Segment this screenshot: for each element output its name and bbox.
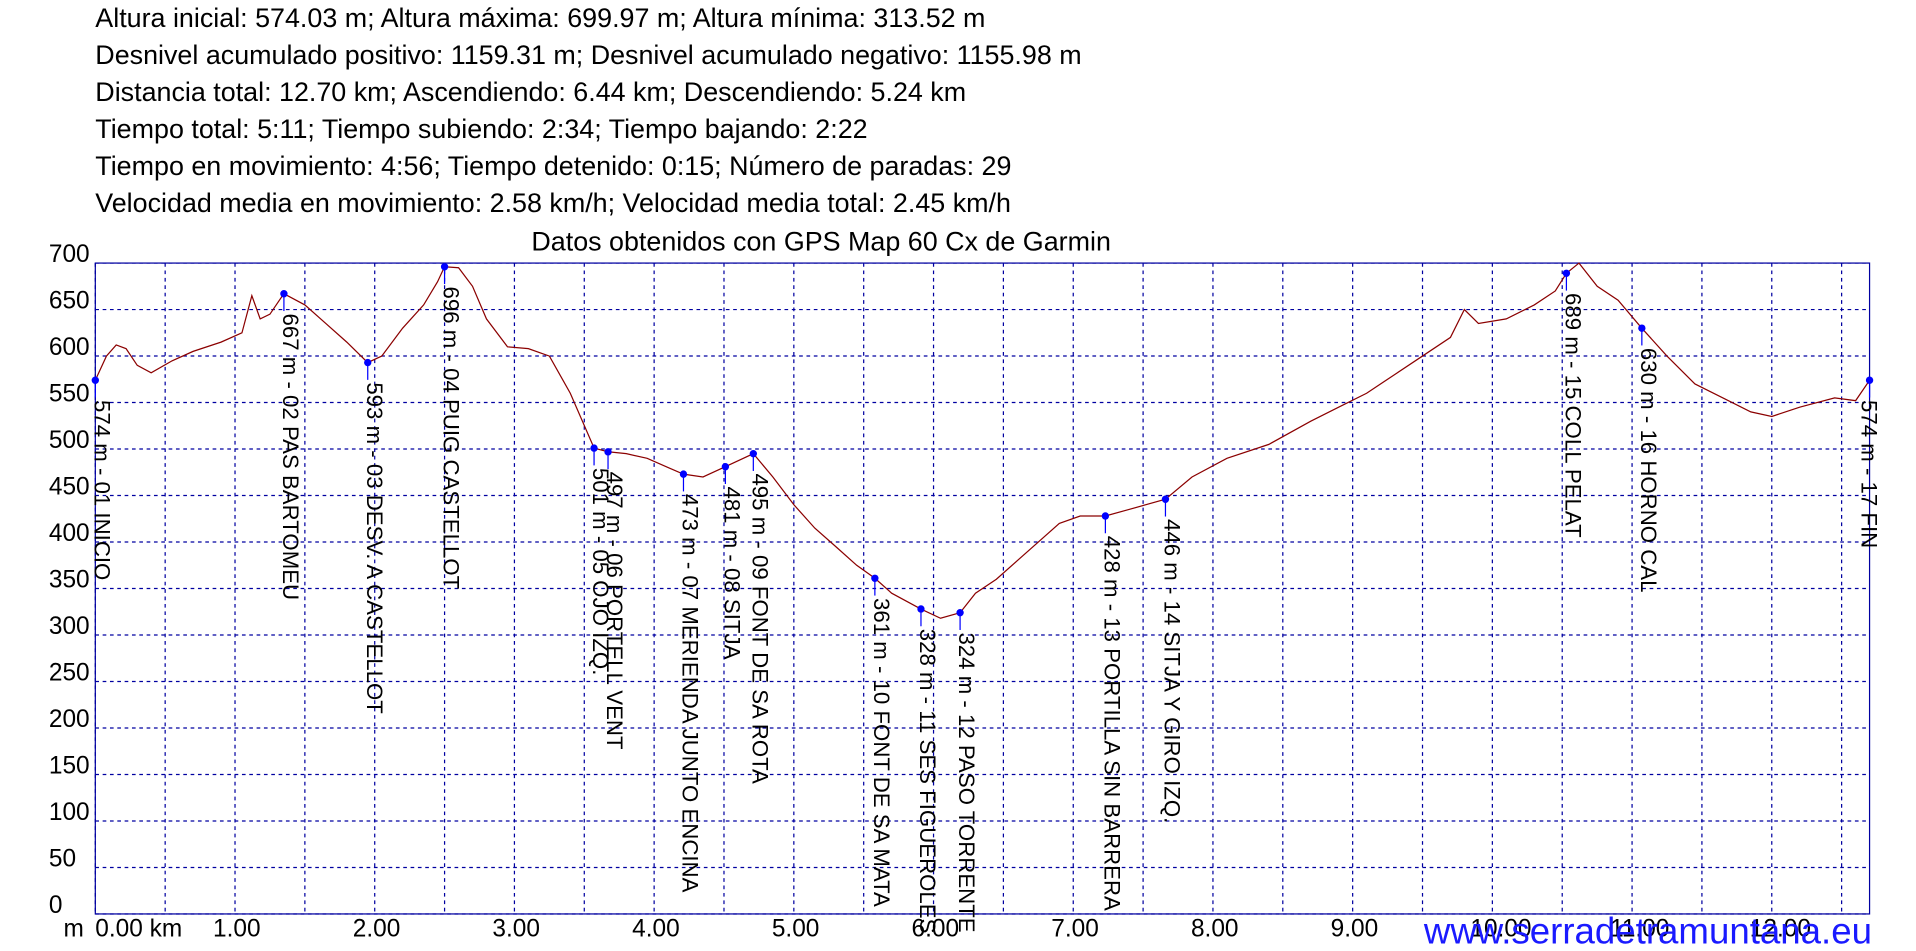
y-tick-label: 150 <box>49 752 90 779</box>
waypoint-label: 501 m - 05 OJO IZQ. <box>588 468 613 676</box>
x-tick-label: 7.00 <box>1051 915 1099 942</box>
waypoint-label: 324 m - 12 PASO TORRENTE <box>954 632 979 932</box>
x-tick-label: 5.00 <box>772 915 820 942</box>
waypoint <box>749 449 757 458</box>
waypoint <box>917 605 925 613</box>
x-tick-label: 2.00 <box>353 915 401 942</box>
x-tick-label: 4.00 <box>632 915 680 942</box>
waypoint <box>679 470 688 478</box>
waypoint <box>1161 495 1170 503</box>
y-tick-label: 250 <box>49 659 90 686</box>
x-tick-label: 1.00 <box>213 915 261 942</box>
waypoint <box>956 608 964 617</box>
y-tick-label: 100 <box>49 799 90 826</box>
waypoint-label: 574 m - 17 FIN <box>1856 400 1881 548</box>
waypoint <box>590 444 598 452</box>
waypoint-label: 481 m - 08 SITJA <box>719 486 744 659</box>
waypoint-label: 689 m - 15 COLL PELAT <box>1561 293 1586 538</box>
y-tick-label: 350 <box>49 567 90 594</box>
info-line: Distancia total: 12.70 km; Ascendiendo: … <box>95 77 966 107</box>
waypoint-label: 495 m - 09 FONT DE SA ROTA <box>747 473 772 784</box>
info-line: Tiempo total: 5:11; Tiempo subiendo: 2:3… <box>95 114 867 144</box>
x-tick-label: 10.00 <box>1470 915 1531 942</box>
waypoint-label: 667 m - 02 PAS BARTOMEU <box>278 314 303 601</box>
info-line: Altura inicial: 574.03 m; Altura máxima:… <box>95 3 985 33</box>
y-tick-label: 50 <box>49 845 76 872</box>
waypoint-label: 328 m - 11 SES FIGUEROLES <box>915 629 940 934</box>
x-tick-label: 8.00 <box>1191 915 1239 942</box>
waypoint-label: 574 m - 01 INICIO <box>89 400 114 580</box>
waypoint-label: 630 m - 16 HORNO CAL <box>1636 348 1661 593</box>
waypoint <box>440 263 449 271</box>
waypoint-label: 428 m - 13 PORTILLA SIN BARRERA <box>1099 536 1124 911</box>
waypoint <box>1865 376 1874 384</box>
waypoint <box>721 462 730 471</box>
y-tick-label: 550 <box>49 381 90 408</box>
y-tick-label: 0 <box>49 892 63 919</box>
x-tick-label: 12.00 <box>1750 915 1811 942</box>
waypoint <box>871 574 879 582</box>
y-tick-label: 700 <box>49 241 90 268</box>
info-line: Velocidad media en movimiento: 2.58 km/h… <box>95 188 1011 218</box>
y-axis-unit: m <box>64 915 84 942</box>
info-line: Desnivel acumulado positivo: 1159.31 m; … <box>95 40 1081 70</box>
x-tick-label: 3.00 <box>492 915 540 942</box>
y-tick-label: 200 <box>49 706 90 733</box>
y-tick-label: 500 <box>49 427 90 454</box>
waypoint <box>280 290 288 298</box>
x-tick-label: 11.00 <box>1610 915 1669 942</box>
y-tick-label: 300 <box>49 613 90 640</box>
waypoint <box>364 358 372 367</box>
info-line: Tiempo en movimiento: 4:56; Tiempo deten… <box>95 151 1011 181</box>
x-tick-label: 6.00 <box>912 915 960 942</box>
waypoint <box>604 448 612 456</box>
waypoint <box>1562 269 1571 278</box>
profile-line <box>94 262 1871 619</box>
waypoint <box>91 376 99 384</box>
waypoint-label: 593 m - 03 DESV. A CASTELLOT <box>362 382 387 714</box>
watermark: www.serradetramuntana.eu <box>1423 910 1872 951</box>
y-tick-label: 400 <box>49 520 90 547</box>
plot-frame <box>94 262 1871 915</box>
y-tick-label: 450 <box>49 474 90 501</box>
y-tick-label: 600 <box>49 334 90 361</box>
waypoint-label: 696 m - 04 PUIG CASTELLOT <box>439 287 464 590</box>
waypoint <box>1638 324 1646 332</box>
waypoint-label: 497 m - 06 PORTELL VENT <box>602 472 627 750</box>
chart-title: Datos obtenidos con GPS Map 60 Cx de Gar… <box>531 226 1111 256</box>
x-tick-label: 0.00 km <box>95 915 182 942</box>
waypoint-label: 473 m - 07 MERIENDA JUNTO ENCINA <box>678 494 703 893</box>
waypoint <box>1101 512 1110 520</box>
x-tick-label: 9.00 <box>1331 915 1379 942</box>
waypoint-label: 361 m - 10 FONT DE SA MATA <box>869 598 894 907</box>
y-tick-label: 650 <box>49 288 90 315</box>
waypoint-label: 446 m - 14 SITJA Y GIRO IZQ. <box>1160 519 1185 823</box>
